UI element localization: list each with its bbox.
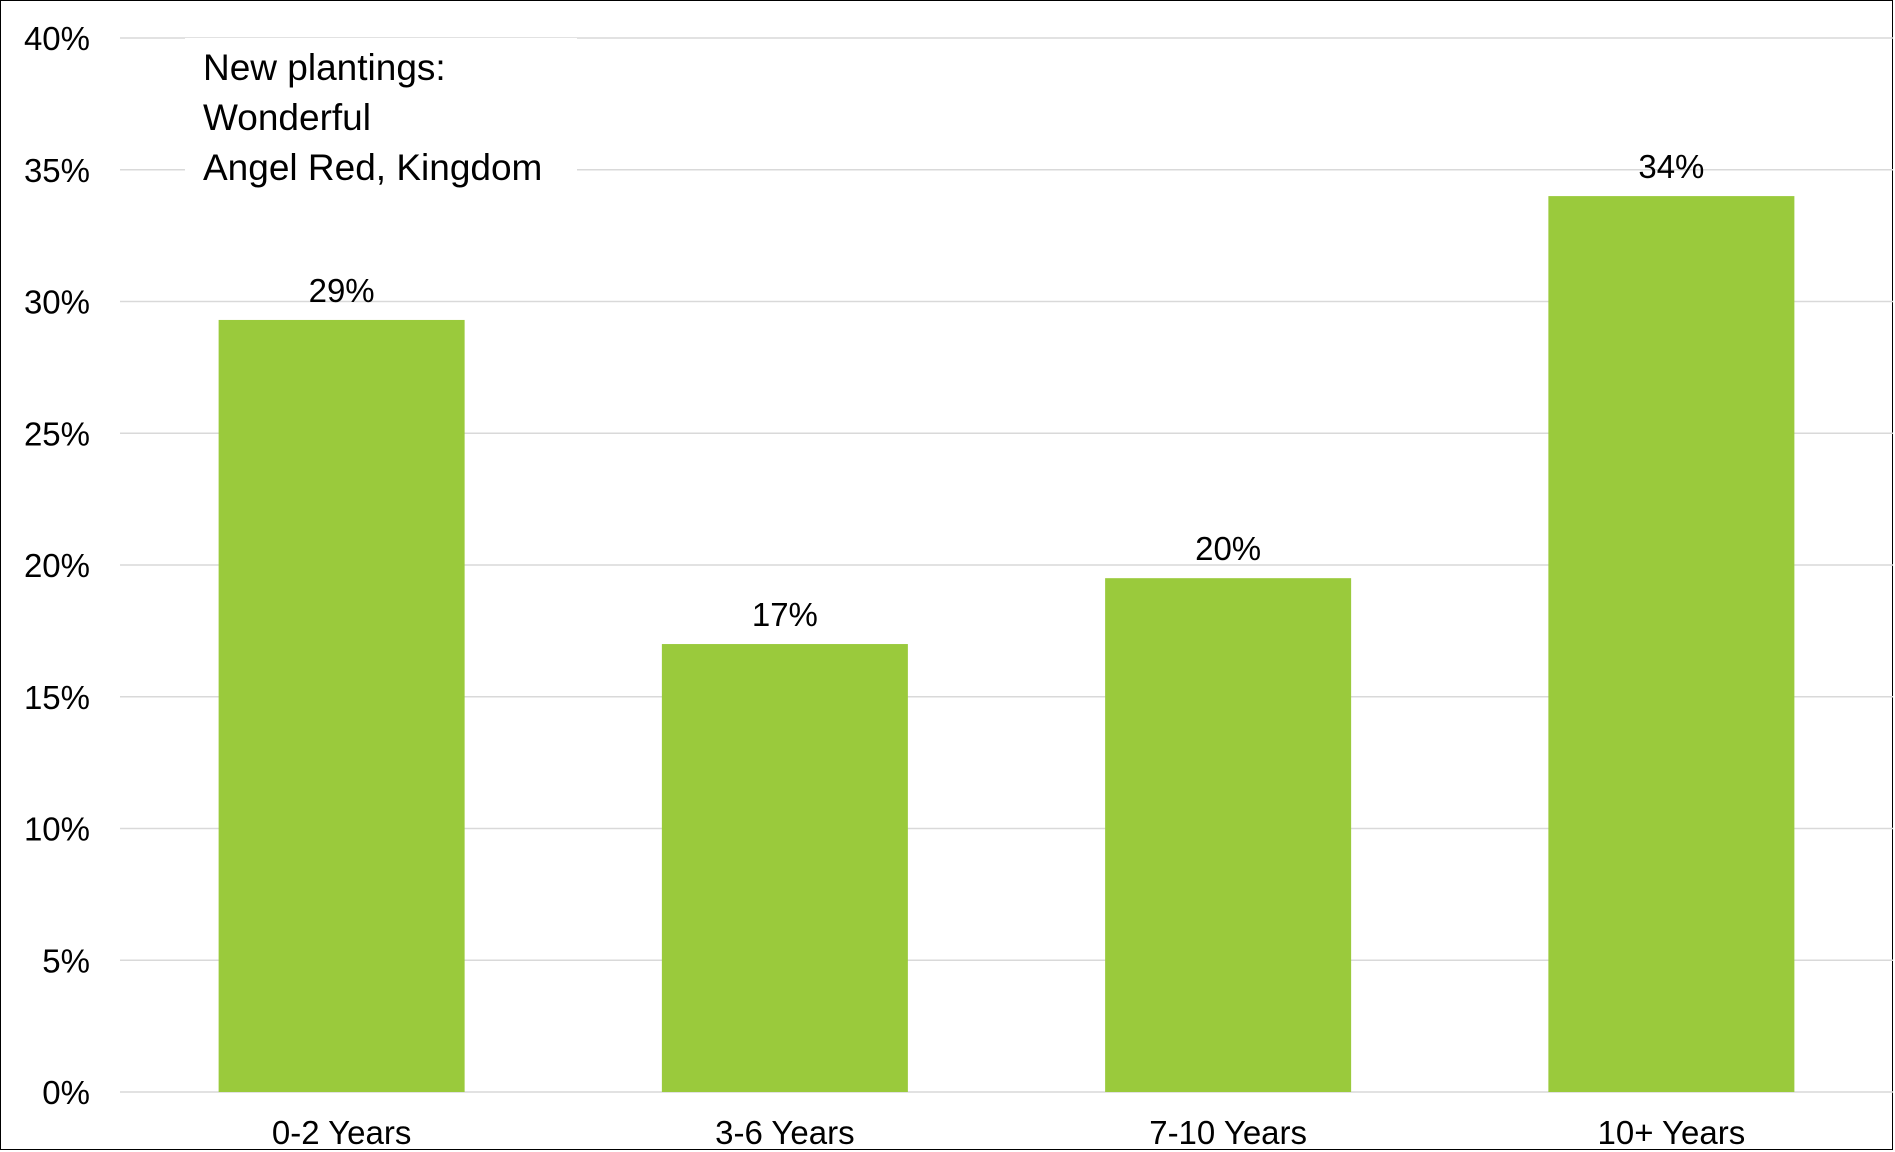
bar [661, 644, 908, 1092]
x-axis-categories: 0-2 Years 3-6 Years 7-10 Years 10+ Years [272, 1114, 1745, 1151]
x-category-label: 7-10 Years [1149, 1114, 1307, 1151]
x-category-label: 3-6 Years [715, 1114, 854, 1151]
annotation-line: Angel Red, Kingdom [203, 147, 542, 188]
annotation-line: New plantings: [203, 47, 446, 88]
annotation: New plantings: Wonderful Angel Red, Kingdo… [203, 47, 542, 188]
data-label: 29% [309, 272, 375, 309]
y-tick-label: 10% [24, 811, 90, 848]
y-tick-label: 0% [42, 1074, 90, 1111]
x-category-label: 10+ Years [1598, 1114, 1746, 1151]
bar [218, 319, 465, 1092]
y-tick-label: 20% [24, 547, 90, 584]
bar [1548, 196, 1795, 1093]
y-tick-label: 5% [42, 942, 90, 979]
y-tick-label: 40% [24, 20, 90, 57]
data-label: 17% [752, 596, 818, 633]
data-labels: 29% 17% 20% 34% [309, 148, 1705, 633]
bar [1105, 578, 1352, 1092]
y-axis-ticks: 0% 5% 10% 15% 20% 25% 30% 35% 40% [24, 20, 90, 1111]
annotation-line: Wonderful [203, 97, 371, 138]
data-label: 34% [1638, 148, 1704, 185]
data-label: 20% [1195, 530, 1261, 567]
bars [218, 196, 1795, 1093]
annotation-background [185, 38, 577, 198]
y-tick-label: 35% [24, 152, 90, 189]
y-tick-label: 25% [24, 415, 90, 452]
x-category-label: 0-2 Years [272, 1114, 411, 1151]
y-tick-label: 15% [24, 679, 90, 716]
y-tick-label: 30% [24, 284, 90, 321]
